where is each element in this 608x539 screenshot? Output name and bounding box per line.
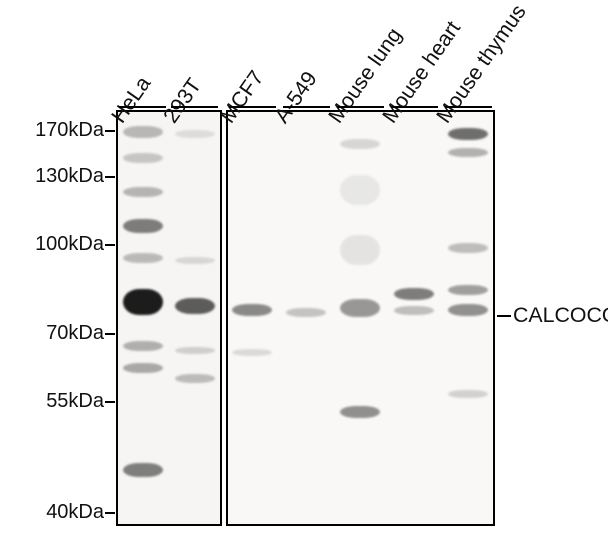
band bbox=[123, 363, 163, 373]
band bbox=[175, 257, 215, 264]
band bbox=[175, 374, 215, 383]
band bbox=[175, 130, 215, 138]
band bbox=[394, 306, 434, 315]
band bbox=[123, 289, 163, 315]
band bbox=[123, 463, 163, 477]
band bbox=[123, 126, 163, 138]
band bbox=[123, 219, 163, 233]
band bbox=[340, 235, 380, 265]
band bbox=[340, 406, 380, 418]
bands-layer bbox=[0, 0, 608, 539]
band bbox=[340, 139, 380, 149]
band bbox=[448, 128, 488, 140]
band bbox=[232, 304, 272, 316]
band bbox=[340, 299, 380, 317]
band bbox=[448, 285, 488, 295]
band bbox=[448, 304, 488, 316]
band bbox=[175, 347, 215, 354]
band bbox=[286, 308, 326, 317]
band bbox=[175, 298, 215, 314]
band bbox=[123, 153, 163, 163]
band bbox=[394, 288, 434, 300]
band bbox=[123, 253, 163, 263]
band bbox=[232, 349, 272, 356]
western-blot-figure: HeLa 293T MCF7 A-549 Mouse lung Mouse he… bbox=[0, 0, 608, 539]
band bbox=[448, 390, 488, 398]
band bbox=[123, 187, 163, 197]
band bbox=[448, 148, 488, 157]
band bbox=[123, 341, 163, 351]
band bbox=[448, 243, 488, 253]
band bbox=[340, 175, 380, 205]
